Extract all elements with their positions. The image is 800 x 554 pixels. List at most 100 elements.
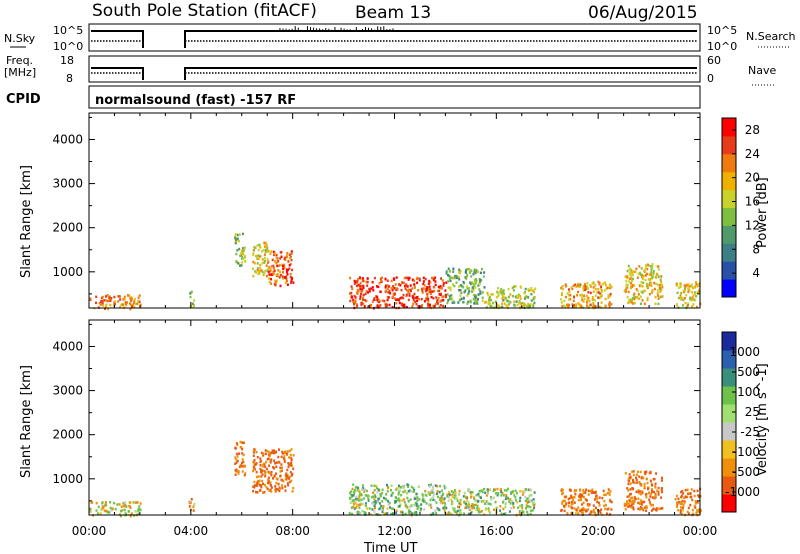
power-echo-cell <box>562 288 565 291</box>
power-echo-cell <box>416 299 419 303</box>
power-echo-cell <box>431 276 434 280</box>
velocity-echo-cell <box>486 488 489 491</box>
power-echo-cell <box>387 285 390 288</box>
power-echo-cell <box>587 291 590 294</box>
velocity-echo-cell <box>373 504 376 507</box>
velocity-colorbar-label: Velocity [m s^-1] <box>755 363 770 476</box>
power-echo-cell <box>427 297 430 301</box>
power-echo-cell <box>490 298 493 302</box>
power-echo-cell <box>533 290 535 294</box>
velocity-echo-cell <box>463 491 466 495</box>
velocity-echo-cell <box>257 482 260 485</box>
power-echo-cell <box>454 276 457 279</box>
power-echo-cell <box>626 275 629 278</box>
velocity-echo-cell <box>640 493 643 496</box>
velocity-echo-cell <box>407 490 410 493</box>
power-echo-cell <box>285 254 288 257</box>
power-echo-cell <box>288 253 291 256</box>
power-echo-cell <box>583 294 586 297</box>
velocity-echo-cell <box>111 507 114 510</box>
velocity-echo-cell <box>189 500 192 503</box>
velocity-echo-cell <box>416 499 419 502</box>
power-echo-cell <box>691 305 694 308</box>
power-echo-cell <box>651 274 654 277</box>
power-echo-cell <box>481 267 483 271</box>
power-echo-cell <box>650 291 653 294</box>
power-echo-cell <box>424 277 427 281</box>
velocity-echo-cell <box>192 505 195 508</box>
velocity-echo-cell <box>584 498 587 501</box>
power-echo-cell <box>117 300 120 303</box>
power-echo-cell <box>455 281 458 284</box>
velocity-echo-cell <box>283 455 286 458</box>
power-echo-cell <box>257 257 260 260</box>
velocity-echo-cell <box>97 505 100 509</box>
velocity-echo-cell <box>639 500 642 504</box>
velocity-echo-cell <box>258 479 261 483</box>
velocity-echo-cell <box>573 501 576 504</box>
velocity-echo-cell <box>430 489 433 492</box>
power-echo-cell <box>572 284 575 287</box>
velocity-echo-cell <box>603 504 606 508</box>
noise-right-tick-top: 10^5 <box>707 24 737 37</box>
velocity-echo-cell <box>398 484 400 488</box>
power-echo-cell <box>506 299 509 303</box>
power-echo-cell <box>252 248 255 252</box>
velocity-echo-cell <box>288 456 291 459</box>
velocity-echo-cell <box>465 502 468 506</box>
velocity-echo-cell <box>424 489 427 493</box>
power-echo-cell <box>421 289 424 292</box>
velocity-echo-cell <box>643 486 646 490</box>
velocity-echo-cell <box>650 482 653 485</box>
velocity-echo-cell <box>371 495 374 499</box>
power-echo-cell <box>641 277 644 281</box>
velocity-echo-cell <box>289 453 292 457</box>
velocity-echo-cell <box>234 456 237 459</box>
velocity-echo-cell <box>632 478 634 482</box>
power-echo-cell <box>579 285 581 289</box>
power-echo-cell <box>106 300 109 303</box>
power-echo-cell <box>488 298 491 302</box>
power-colorbar-swatch <box>722 171 736 191</box>
power-echo-cell <box>395 302 398 305</box>
power-echo-cell <box>647 264 650 267</box>
velocity-echo-cell <box>695 500 698 504</box>
velocity-echo-cell <box>587 493 590 496</box>
power-echo-cell <box>267 267 270 271</box>
velocity-echo-cell <box>446 493 449 497</box>
velocity-echo-cell <box>255 490 257 494</box>
power-echo-cell <box>362 302 365 305</box>
power-echo-cell <box>265 274 268 278</box>
power-echo-cell <box>471 288 474 292</box>
velocity-echo-cell <box>413 503 416 507</box>
velocity-echo-cell <box>455 513 458 516</box>
velocity-echo-cell <box>469 491 472 494</box>
power-echo-cell <box>610 303 613 306</box>
velocity-echo-cell <box>428 485 431 488</box>
power-echo-cell <box>476 302 479 305</box>
power-echo-cell <box>593 304 596 308</box>
power-echo-cell <box>679 284 682 287</box>
power-echo-cell <box>403 284 406 288</box>
velocity-echo-cell <box>428 493 431 496</box>
velocity-echo-cell <box>253 463 256 466</box>
velocity-echo-cell <box>281 486 284 490</box>
velocity-echo-cell <box>570 496 573 499</box>
power-echo-cell <box>694 298 697 302</box>
power-echo-cell <box>502 292 505 295</box>
velocity-echo-cell <box>651 488 653 491</box>
power-echo-cell <box>257 272 260 276</box>
velocity-colorbar-swatch <box>722 440 736 459</box>
velocity-echo-cell <box>397 497 400 500</box>
power-echo-cell <box>458 270 460 274</box>
power-echo-cell <box>189 295 192 299</box>
velocity-echo-cell <box>351 512 354 516</box>
velocity-echo-cell <box>275 487 278 491</box>
power-echo-cell <box>275 261 278 265</box>
velocity-echo-cell <box>430 483 432 486</box>
power-echo-cell <box>271 258 274 262</box>
power-echo-cell <box>278 264 281 267</box>
power-echo-cell <box>691 298 694 302</box>
power-echo-cell <box>575 285 578 288</box>
velocity-echo-cell <box>402 498 405 501</box>
